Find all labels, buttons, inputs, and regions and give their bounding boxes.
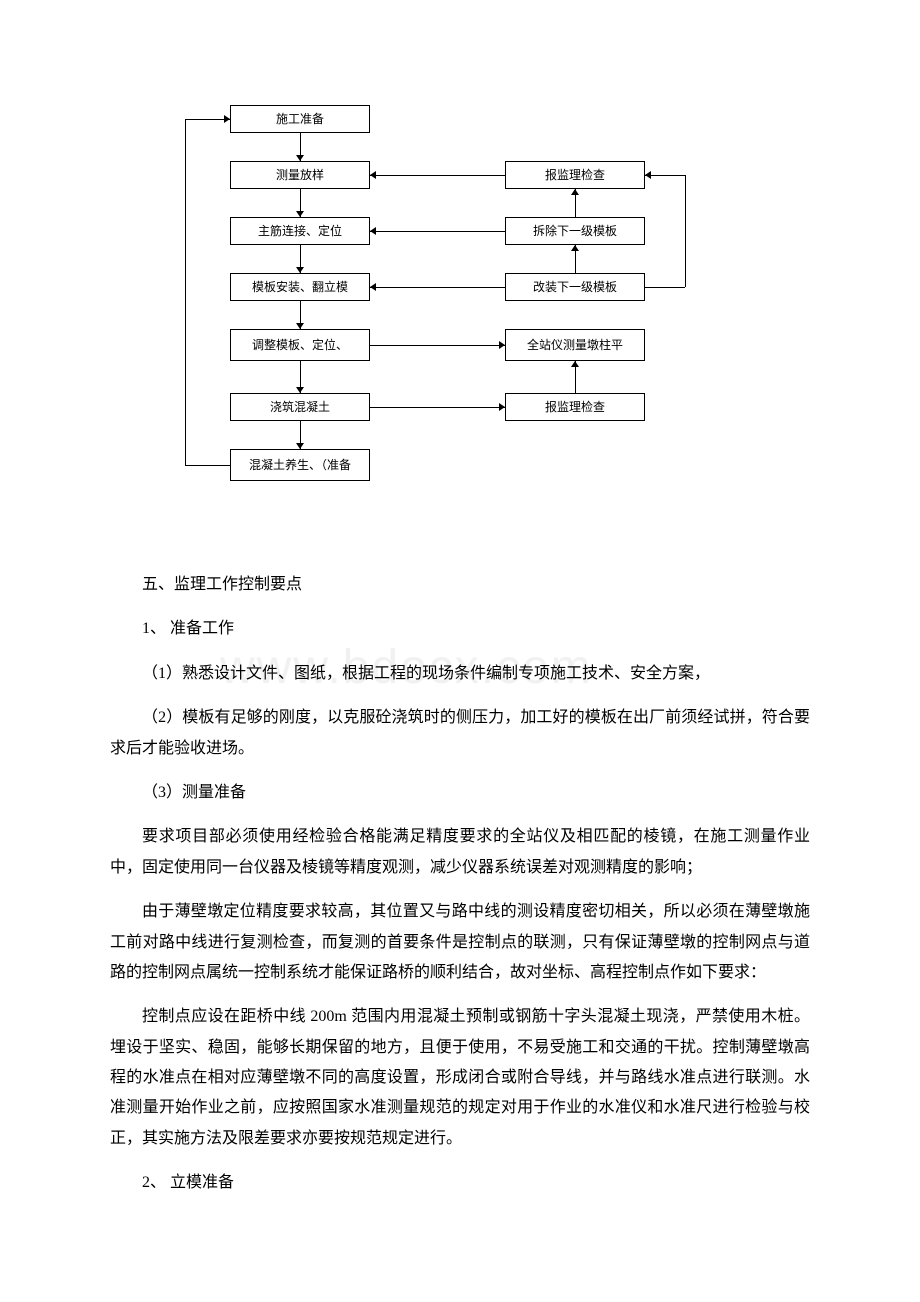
flow-node-remove: 拆除下一级模板 — [505, 217, 645, 245]
flow-node-survey: 测量放样 — [230, 161, 370, 189]
flow-node-pour: 浇筑混凝土 — [230, 393, 370, 421]
document-content: 五、监理工作控制要点 1、 准备工作 （1）熟悉设计文件、图纸，根据工程的现场条… — [110, 570, 810, 1213]
flow-line — [685, 175, 686, 287]
arrow-icon — [296, 267, 304, 273]
arrow-icon — [224, 115, 230, 123]
flow-line — [370, 287, 505, 288]
flow-line — [370, 175, 505, 176]
flow-node-report1: 报监理检查 — [505, 161, 645, 189]
flow-line — [185, 119, 186, 465]
arrow-icon — [296, 323, 304, 329]
flow-line — [645, 287, 685, 288]
para-4: 要求项目部必须使用经检验合格能满足精度要求的全站仪及相匹配的棱镜，在施工测量作业… — [110, 822, 810, 883]
flow-line — [370, 231, 505, 232]
flow-node-adjust: 调整模板、定位、 — [230, 329, 370, 361]
flow-node-measure: 全站仪测量墩柱平 — [505, 329, 645, 361]
flow-node-cure: 混凝土养生、（准备 — [230, 449, 370, 481]
arrow-icon — [571, 189, 579, 195]
arrow-icon — [571, 361, 579, 367]
flow-line — [370, 407, 505, 408]
arrow-icon — [571, 245, 579, 251]
arrow-icon — [645, 171, 651, 179]
arrow-icon — [296, 211, 304, 217]
para-6: 控制点应设在距桥中线 200m 范围内用混凝土预制或钢筋十字头混凝土现浇，严禁使… — [110, 1002, 810, 1154]
arrow-icon — [370, 171, 376, 179]
arrow-icon — [370, 283, 376, 291]
para-5: 由于薄壁墩定位精度要求较高，其位置又与路中线的测设精度密切相关，所以必须在薄壁墩… — [110, 897, 810, 988]
para-1: （1）熟悉设计文件、图纸，根据工程的现场条件编制专项施工技术、安全方案， — [110, 659, 810, 689]
para-2: （2）模板有足够的刚度，以克服砼浇筑时的侧压力，加工好的模板在出厂前须经试拼，符… — [110, 703, 810, 764]
arrow-icon — [296, 387, 304, 393]
heading-prep: 1、 准备工作 — [110, 614, 810, 644]
flow-line — [370, 345, 505, 346]
section-heading-5: 五、监理工作控制要点 — [110, 570, 810, 600]
arrow-icon — [499, 341, 505, 349]
para-3: （3）测量准备 — [110, 778, 810, 808]
flowchart-container: 施工准备 测量放样 主筋连接、定位 模板安装、翻立模 调整模板、定位、 浇筑混凝… — [175, 105, 745, 515]
arrow-icon — [296, 443, 304, 449]
arrow-icon — [370, 227, 376, 235]
arrow-icon — [296, 155, 304, 161]
flow-node-modify: 改装下一级模板 — [505, 273, 645, 301]
flow-node-prep: 施工准备 — [230, 105, 370, 133]
flow-node-rebar: 主筋连接、定位 — [230, 217, 370, 245]
flow-node-report2: 报监理检查 — [505, 393, 645, 421]
flow-line — [645, 175, 685, 176]
arrow-icon — [499, 403, 505, 411]
flow-node-formwork: 模板安装、翻立模 — [230, 273, 370, 301]
flow-line — [185, 465, 230, 466]
heading-mold: 2、 立模准备 — [110, 1168, 810, 1198]
